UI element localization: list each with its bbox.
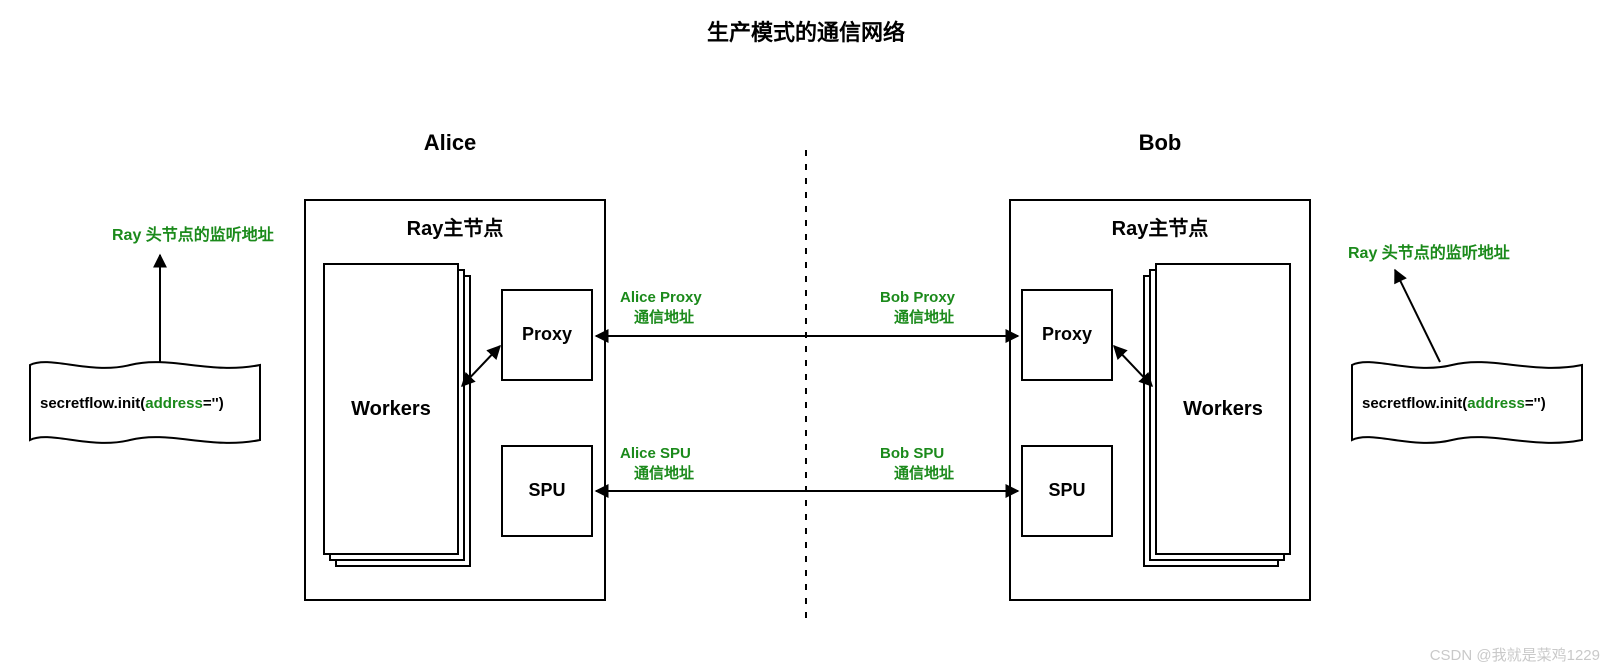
- bob-note-label: Ray 头节点的监听地址: [1348, 243, 1510, 262]
- diagram-canvas: 生产模式的通信网络 Alice Ray主节点 Workers Proxy SPU…: [0, 0, 1612, 672]
- alice-note: secretflow.init(address=''): [30, 362, 260, 443]
- bob-proxy-addr2: 通信地址: [894, 308, 954, 326]
- alice-note-suffix: =''): [203, 395, 224, 412]
- alice-note-label: Ray 头节点的监听地址: [112, 225, 274, 244]
- bob-label: Bob: [1139, 130, 1182, 155]
- alice-workers-label: Workers: [351, 398, 431, 420]
- alice-proxy-label: Proxy: [522, 324, 572, 344]
- bob-ray-title: Ray主节点: [1112, 216, 1209, 240]
- bob-spu-label: SPU: [1048, 480, 1085, 500]
- bob-note-key: address: [1467, 395, 1525, 412]
- bob-note-arrow: [1395, 270, 1440, 362]
- bob-note: secretflow.init(address=''): [1352, 362, 1582, 443]
- alice-spu-label: SPU: [528, 480, 565, 500]
- alice-note-key: address: [145, 395, 203, 412]
- bob-proxy-label: Proxy: [1042, 324, 1092, 344]
- alice-proxy-addr1: Alice Proxy: [620, 289, 702, 306]
- alice-ray-title: Ray主节点: [407, 216, 504, 240]
- alice-proxy-addr2: 通信地址: [634, 308, 694, 326]
- svg-text:secretflow.init(address=''): secretflow.init(address=''): [1362, 395, 1546, 412]
- alice-spu-addr1: Alice SPU: [620, 445, 691, 462]
- alice-label: Alice: [424, 130, 477, 155]
- bob-spu-addr2: 通信地址: [894, 464, 954, 482]
- bob-note-prefix: secretflow.init(: [1362, 395, 1467, 412]
- diagram-title: 生产模式的通信网络: [707, 20, 905, 45]
- svg-text:secretflow.init(address=''): secretflow.init(address=''): [40, 395, 224, 412]
- bob-workers-label: Workers: [1183, 398, 1263, 420]
- bob-spu-addr1: Bob SPU: [880, 445, 944, 462]
- watermark: CSDN @我就是菜鸡1229: [1430, 647, 1600, 664]
- bob-note-suffix: =''): [1525, 395, 1546, 412]
- alice-spu-addr2: 通信地址: [634, 464, 694, 482]
- alice-note-prefix: secretflow.init(: [40, 395, 145, 412]
- bob-proxy-addr1: Bob Proxy: [880, 289, 956, 306]
